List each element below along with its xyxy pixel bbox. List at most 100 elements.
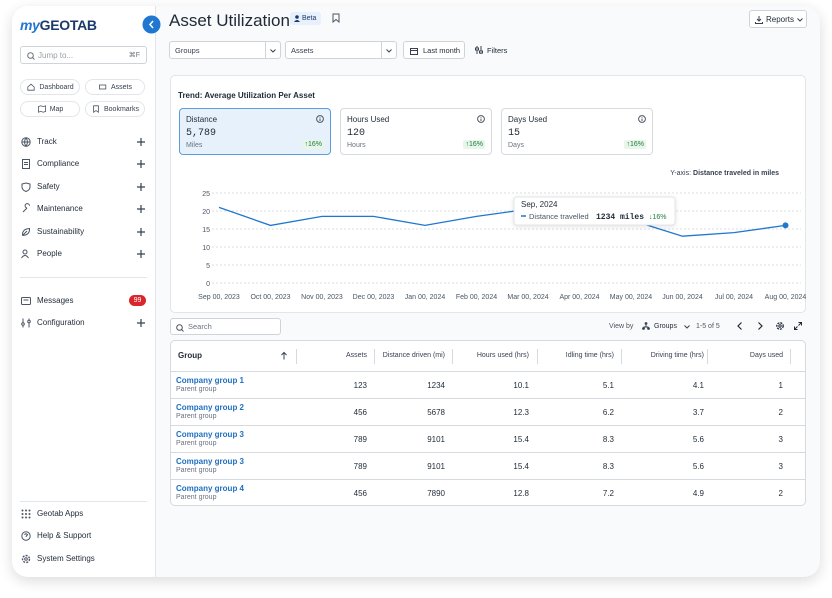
nav-item[interactable]: Sustainability (37, 226, 85, 236)
nav-item[interactable]: Maintenance (37, 204, 83, 214)
group-name[interactable]: Company group 3 (176, 457, 245, 466)
group-parent: Parent group (176, 494, 217, 501)
nav-item[interactable]: Safety (37, 181, 60, 191)
table-cell: 5678 (427, 408, 445, 417)
table-search[interactable]: Search (170, 318, 281, 335)
nav-item[interactable]: Configuration (37, 318, 85, 328)
group-name[interactable]: Company group 2 (176, 403, 245, 412)
chart-tooltip: Sep, 2024 Distance travelled 1234 miles ↓16… (513, 196, 676, 226)
group-name[interactable]: Company group 4 (176, 484, 245, 493)
footer-item[interactable]: Geotab Apps (37, 509, 84, 518)
expand-plus (137, 250, 145, 258)
info-icon (477, 115, 485, 123)
next-page[interactable] (756, 322, 764, 330)
assets-select-text: Assets (291, 46, 314, 55)
metric-card[interactable]: Distance 5,789 Miles ↑16% (179, 108, 331, 155)
beta-text: Beta (302, 15, 317, 22)
sidebar: myGEOTAB Jump to... ⌘F Dashboard Assets Ma… (12, 6, 156, 577)
metric-label: Hours Used (347, 115, 390, 124)
group-parent: Parent group (176, 413, 217, 420)
quick-link[interactable]: Assets (85, 79, 145, 95)
footer-icon (21, 531, 31, 542)
column-header: Days used (749, 352, 783, 359)
y-tick-label: 20 (202, 209, 210, 216)
x-tick-label: Jun 00, 2024 (662, 294, 703, 301)
footer-item[interactable]: Help & Support (37, 531, 92, 541)
nav-icon (21, 318, 31, 328)
footer-item[interactable]: System Settings (37, 553, 95, 563)
y-tick-label: 5 (206, 263, 210, 270)
nav-icon (21, 182, 31, 192)
jump-search[interactable]: Jump to... ⌘F (20, 46, 147, 64)
column-header: Driving time (hrs) (650, 352, 704, 359)
tooltip-value: 1234 miles (596, 213, 644, 222)
table-cell: 5.1 (602, 381, 614, 390)
group-name[interactable]: Company group 1 (176, 376, 245, 385)
nav-icon (22, 203, 30, 213)
x-tick-label: Jul 00, 2024 (715, 294, 753, 301)
quick-link[interactable]: Dashboard (20, 79, 80, 95)
table-cell: 15.4 (513, 435, 529, 444)
tooltip-label: Distance travelled (529, 212, 589, 221)
page-title: Asset Utilization (169, 11, 290, 30)
collapse-button[interactable] (142, 15, 162, 35)
x-tick-label: Jan 00, 2024 (405, 294, 446, 301)
bookmark-icon[interactable] (332, 13, 340, 24)
nav-item[interactable]: Compliance (37, 159, 80, 169)
x-tick-label: May 00, 2024 (610, 294, 653, 301)
reports-text: Reports (766, 15, 795, 24)
search-icon (27, 52, 35, 60)
column-separator (621, 349, 622, 364)
x-tick-label: Mar 00, 2024 (507, 294, 548, 301)
reports-button[interactable]: Reports (749, 10, 807, 28)
column-header: Hours used (hrs) (476, 352, 529, 359)
date-text: Last month (423, 46, 461, 55)
filters-icon (475, 46, 483, 54)
table-cell: 4.9 (692, 489, 704, 498)
prev-page[interactable] (736, 322, 744, 330)
date-button[interactable]: Last month (403, 41, 465, 59)
column-header: Idling time (hrs) (565, 352, 614, 359)
group-parent: Parent group (176, 440, 217, 447)
group-name[interactable]: Company group 3 (176, 430, 245, 439)
y-axis-label: Distance traveled in miles (693, 170, 779, 177)
quick-link[interactable]: Map (20, 101, 80, 117)
table-cell: 12.8 (513, 489, 529, 498)
table-cell: 3.7 (692, 408, 704, 417)
settings-icon[interactable] (776, 322, 784, 330)
y-tick-label: 15 (202, 227, 210, 234)
nav-item[interactable]: Track (37, 137, 57, 146)
sort-icon[interactable] (281, 351, 287, 360)
metric-change: ↑16% (302, 140, 324, 149)
nav-icon (22, 159, 30, 170)
quick-link[interactable]: Bookmarks (85, 101, 145, 117)
metric-label: Days Used (508, 115, 548, 124)
assets-select[interactable]: Assets (285, 41, 397, 59)
expand-plus (137, 138, 145, 146)
expand-icon[interactable] (794, 322, 802, 330)
table-cell: 8.3 (602, 435, 614, 444)
table-cell: 6.2 (602, 408, 614, 417)
table-cell: 10.1 (513, 381, 529, 390)
view-by-value[interactable]: Groups (654, 323, 677, 330)
metric-card[interactable]: Days Used 15 Days ↑16% (501, 108, 653, 155)
metric-unit: Miles (186, 142, 203, 149)
column-separator (537, 349, 538, 364)
x-tick-label: Dec 00, 2023 (353, 294, 395, 301)
x-tick-label: Oct 00, 2023 (250, 294, 290, 301)
nav-item[interactable]: Messages (37, 296, 74, 305)
metric-card[interactable]: Hours Used 120 Hours ↑16% (340, 108, 492, 155)
metric-value: 5,789 (186, 128, 217, 139)
quick-link-text: Assets (110, 83, 132, 91)
groups-select[interactable]: Groups (169, 41, 281, 59)
table-cell: 123 (353, 381, 367, 390)
y-axis-prefix: Y-axis: (670, 170, 692, 177)
search-placeholder: Jump to... (38, 51, 74, 60)
tooltip-change: ↓16% (649, 214, 667, 221)
nav-icon (21, 249, 29, 259)
column-separator (296, 349, 297, 364)
nav-item[interactable]: People (37, 249, 62, 258)
filters-button[interactable]: Filters (487, 46, 508, 55)
column-header[interactable]: Group (178, 351, 202, 360)
